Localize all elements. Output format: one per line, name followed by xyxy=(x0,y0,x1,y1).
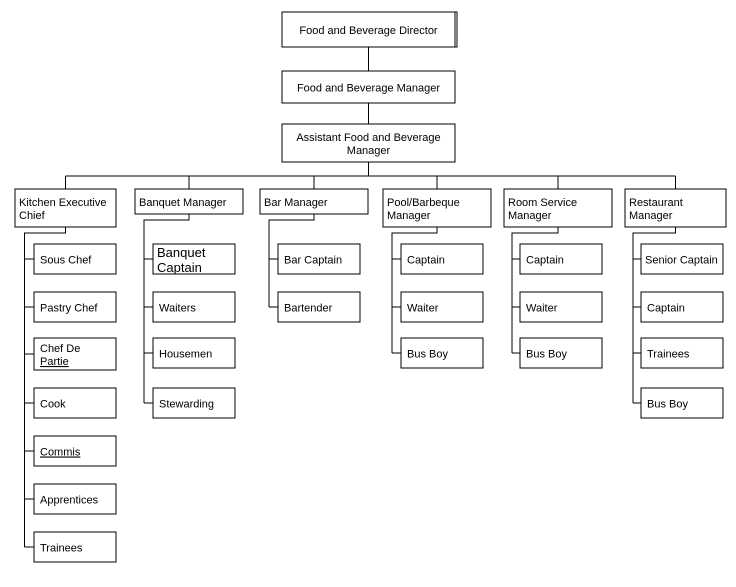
node-bar-label: Bar Manager xyxy=(264,197,328,209)
node-restaurant-label: Restaurant xyxy=(629,197,683,209)
org-chart: Food and Beverage Director Food and Bever… xyxy=(0,0,736,587)
node-assistant-label: Manager xyxy=(347,145,391,157)
node-pastry-label: Pastry Chef xyxy=(40,303,98,315)
node-commis-label: Commis xyxy=(40,447,81,459)
node-kitchen-label: Kitchen Executive xyxy=(19,197,106,209)
node-rbusboy-label: Bus Boy xyxy=(526,349,567,361)
node-banquet-label: Banquet Manager xyxy=(139,197,227,209)
node-cook-label: Cook xyxy=(40,399,66,411)
node-rebusboy-label: Bus Boy xyxy=(647,399,688,411)
node-sous-label: Sous Chef xyxy=(40,255,92,267)
node-bqcaptain-label: Banquet xyxy=(157,245,206,260)
node-rwaiter-label: Waiter xyxy=(526,303,558,315)
node-trainees1-label: Trainees xyxy=(40,543,83,555)
node-rcaptain-label: Captain xyxy=(526,255,564,267)
node-apprentices-label: Apprentices xyxy=(40,495,99,507)
node-assistant-label: Assistant Food and Beverage xyxy=(296,132,440,144)
node-manager-label: Food and Beverage Manager xyxy=(297,83,440,95)
node-barcaptain-label: Bar Captain xyxy=(284,255,342,267)
node-pwaiter-label: Waiter xyxy=(407,303,439,315)
node-recaptain-label: Captain xyxy=(647,303,685,315)
node-restaurant-label: Manager xyxy=(629,210,673,222)
node-bartender-label: Bartender xyxy=(284,303,333,315)
node-seniorcap-label: Senior Captain xyxy=(645,255,718,267)
node-kitchen-label: Chief xyxy=(19,210,46,222)
node-room-label: Manager xyxy=(508,210,552,222)
node-stewarding-label: Stewarding xyxy=(159,399,214,411)
node-bqcaptain-label: Captain xyxy=(157,260,202,275)
node-director-label: Food and Beverage Director xyxy=(299,25,438,37)
node-pcaptain-label: Captain xyxy=(407,255,445,267)
node-pool-label: Pool/Barbeque xyxy=(387,197,460,209)
node-partie-label: Partie xyxy=(40,356,69,368)
node-room-label: Room Service xyxy=(508,197,577,209)
node-partie-label: Chef De xyxy=(40,343,80,355)
node-pbusboy-label: Bus Boy xyxy=(407,349,448,361)
node-retrainees-label: Trainees xyxy=(647,349,690,361)
node-housemen-label: Housemen xyxy=(159,349,212,361)
node-waiters-label: Waiters xyxy=(159,303,196,315)
node-pool-label: Manager xyxy=(387,210,431,222)
